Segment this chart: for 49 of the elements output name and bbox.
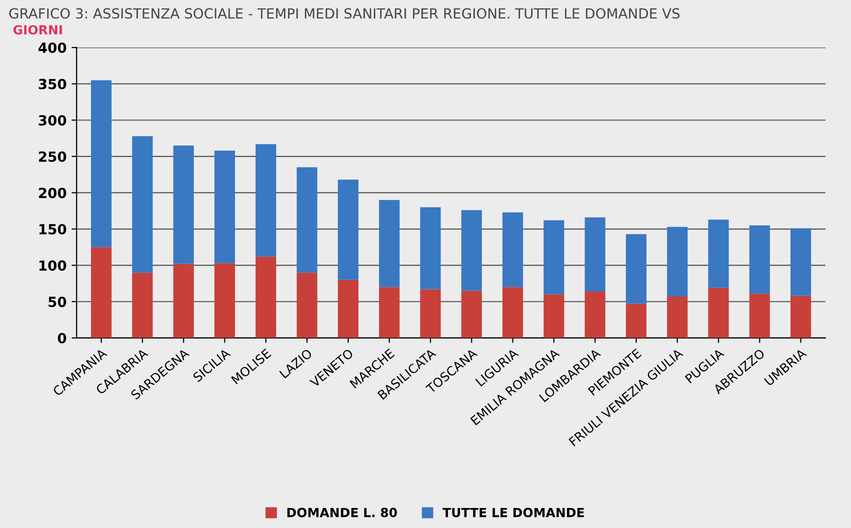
bar	[296, 272, 318, 338]
y-tick-label: 200	[38, 188, 66, 198]
bar	[214, 263, 236, 338]
y-tick-label: 250	[38, 151, 66, 162]
bar	[214, 150, 236, 264]
bar	[584, 291, 606, 338]
bar	[256, 144, 276, 257]
y-tick-label: 150	[39, 224, 66, 234]
bar	[708, 220, 729, 288]
bar	[461, 210, 482, 291]
chart-title: GRAFICO 3: ASSISTENZA SOCIALE - TEMPI MEDI SANITARI PER REGIONE. TUTTE LE DOMANDE VS	[9, 8, 680, 19]
y-tick-label: 0	[58, 332, 66, 344]
bar	[461, 290, 482, 338]
bar	[90, 80, 112, 248]
bar	[173, 146, 194, 264]
bar	[256, 256, 276, 338]
bar	[749, 294, 770, 338]
bar	[296, 167, 318, 273]
bar	[749, 225, 770, 294]
y-tick-label: 400	[38, 42, 66, 53]
bar	[420, 289, 441, 338]
bar	[667, 226, 688, 297]
bar	[132, 272, 153, 338]
y-tick-label: 300	[38, 115, 66, 126]
bar	[173, 264, 194, 338]
bar	[626, 304, 646, 338]
bar	[338, 180, 358, 280]
bar	[379, 287, 400, 338]
bar	[790, 228, 812, 296]
bar	[338, 280, 358, 338]
bar	[708, 288, 729, 338]
y-axis-title: GIORNI	[13, 25, 62, 35]
bar	[379, 200, 400, 288]
y-tick-label: 350	[38, 78, 66, 90]
bar	[132, 136, 153, 273]
bar	[626, 234, 646, 304]
bar	[584, 217, 606, 292]
bar	[502, 287, 524, 338]
bar	[420, 207, 441, 290]
bar	[90, 247, 112, 338]
y-tick-label: 50	[48, 296, 66, 308]
legend-label: DOMANDE L. 80	[287, 508, 397, 518]
bar	[667, 296, 688, 338]
legend-label: TUTTE LE DOMANDE	[442, 508, 584, 518]
bar	[544, 294, 564, 338]
bar	[790, 296, 812, 338]
y-tick-label: 100	[39, 260, 66, 271]
bar	[502, 212, 524, 288]
bar	[544, 220, 564, 294]
